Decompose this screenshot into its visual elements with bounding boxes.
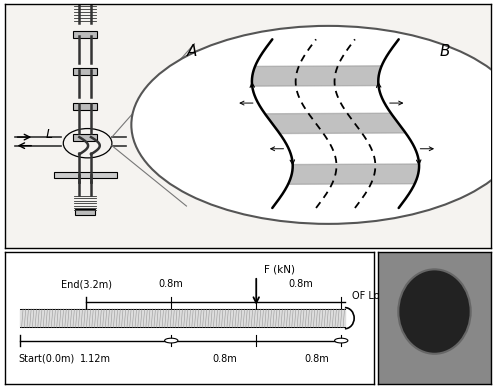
Circle shape xyxy=(335,338,348,343)
Text: 0.8m: 0.8m xyxy=(159,279,184,289)
Circle shape xyxy=(398,269,471,354)
Text: End(3.2m): End(3.2m) xyxy=(61,279,112,289)
Text: L: L xyxy=(45,128,52,141)
Bar xyxy=(73,103,97,110)
Bar xyxy=(73,68,97,74)
Bar xyxy=(54,172,117,178)
Text: 1.12m: 1.12m xyxy=(80,354,111,364)
Polygon shape xyxy=(265,113,406,133)
Text: A: A xyxy=(187,44,197,59)
Text: Start(0.0m): Start(0.0m) xyxy=(18,354,74,364)
Text: OF Loop: OF Loop xyxy=(352,291,392,301)
Bar xyxy=(75,210,95,215)
Bar xyxy=(73,31,97,38)
Polygon shape xyxy=(252,66,381,86)
Text: B: B xyxy=(439,44,450,59)
Text: 0.8m: 0.8m xyxy=(288,279,313,289)
Text: 0.8m: 0.8m xyxy=(212,354,237,364)
Circle shape xyxy=(131,26,496,224)
Circle shape xyxy=(165,338,178,343)
Polygon shape xyxy=(288,164,419,184)
Text: F (kN): F (kN) xyxy=(264,264,295,274)
Text: 0.8m: 0.8m xyxy=(305,354,329,364)
Bar xyxy=(73,134,97,140)
